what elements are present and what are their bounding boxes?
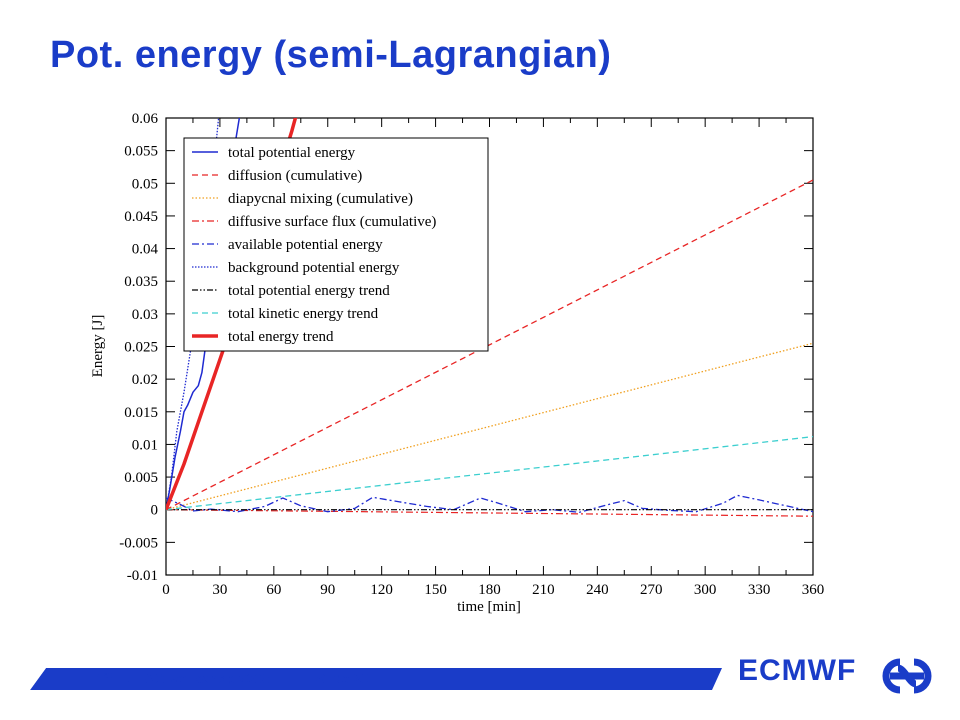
y-tick-label: -0.01 [127,568,158,584]
x-tick-label: 270 [640,582,663,598]
y-tick-label: 0.055 [124,144,158,160]
series-line-7 [166,435,813,511]
y-axis-label: Energy [J] [90,315,106,378]
y-tick-label: 0.025 [124,340,158,356]
x-tick-label: 120 [370,582,393,598]
x-tick-label: 30 [212,582,227,598]
series-line-2 [166,342,813,511]
footer-workshop: 1st EULAG workshop 2008 [96,670,270,687]
ecmwf-logo-icon [882,658,932,694]
legend-label: available potential energy [228,237,383,253]
x-axis-label: time [min] [457,599,521,615]
slide-title: Pot. energy (semi-Lagrangian) [50,34,612,76]
y-tick-label: 0.015 [124,405,158,421]
x-tick-label: 0 [162,582,170,598]
series-line-1 [166,179,813,511]
legend-label: diffusion (cumulative) [228,168,362,184]
y-tick-label: 0 [151,503,159,519]
x-tick-label: 300 [694,582,717,598]
x-tick-label: 360 [802,582,825,598]
footer-bar [0,664,722,694]
legend-label: total energy trend [228,329,334,345]
y-tick-label: 0.02 [132,372,158,388]
legend-box [183,137,489,352]
x-tick-label: 240 [586,582,609,598]
brand-name: ECMWF [738,654,857,687]
y-tick-label: 0.03 [132,307,158,323]
x-tick-label: 150 [424,582,447,598]
y-tick-label: 0.045 [124,209,158,225]
y-tick-label: 0.005 [124,470,158,486]
x-tick-label: 60 [266,582,281,598]
legend: total potential energy diffusion (cumulat… [183,137,489,352]
series-line-4 [166,494,813,513]
y-tick-label: 0.06 [132,111,159,127]
x-tick-label: 330 [748,582,771,598]
x-tick-label: 90 [320,582,335,598]
y-tick-label: 0.05 [132,176,158,192]
series-line-3 [166,509,813,517]
legend-label: diapycnal mixing (cumulative) [228,191,413,207]
energy-chart: 0 30 60 90 120 150 180 210 240 270 300 330 360 -0.01 -… [90,111,824,615]
legend-label: total potential energy trend [228,283,390,299]
x-tick-label: 180 [478,582,501,598]
legend-label: total kinetic energy trend [228,306,379,322]
legend-label: total potential energy [228,145,356,161]
slide-number: Slide 29 [316,670,369,686]
y-tick-label: 0.035 [124,274,158,290]
y-tick-label: 0.04 [132,242,159,258]
y-tick-label: -0.005 [119,535,158,551]
legend-label: background potential energy [228,260,400,276]
axis-ticks: 0 30 60 90 120 150 180 210 240 270 300 330 360 -0.01 -… [119,111,824,598]
y-tick-label: 0.01 [132,437,158,453]
legend-label: diffusive surface flux (cumulative) [228,214,436,230]
x-tick-label: 210 [532,582,555,598]
